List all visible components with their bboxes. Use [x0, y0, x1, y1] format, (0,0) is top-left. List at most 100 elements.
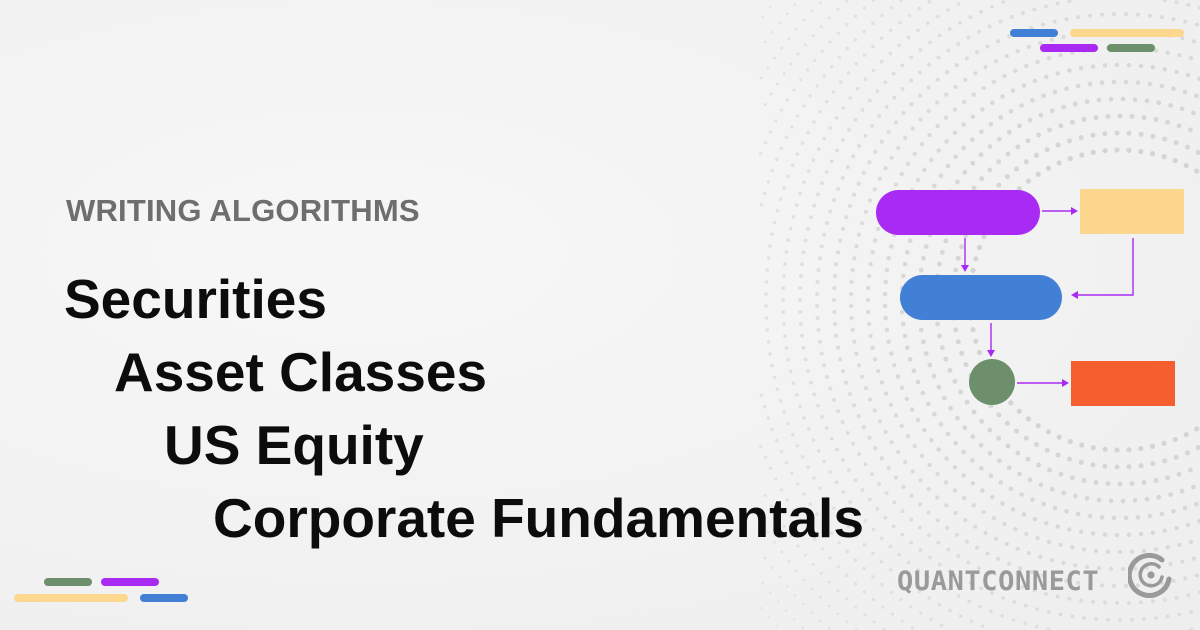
background-dot: [1096, 566, 1102, 571]
background-dot: [883, 391, 889, 396]
background-dot: [915, 177, 921, 183]
background-dot: [759, 393, 764, 397]
background-dot: [936, 148, 941, 153]
background-dot: [1017, 123, 1022, 129]
background-dot: [784, 135, 789, 140]
background-dot: [766, 180, 770, 184]
background-dot: [1087, 81, 1093, 87]
background-dot: [926, 510, 931, 515]
background-dot: [759, 76, 763, 80]
background-dot: [828, 40, 832, 44]
background-dot: [987, 427, 993, 433]
background-dot: [981, 233, 987, 240]
background-dot: [856, 363, 862, 368]
background-dot: [937, 333, 942, 339]
background-dot: [1126, 464, 1132, 470]
background-dot: [1049, 558, 1054, 563]
background-dot: [898, 575, 902, 580]
background-dot: [1023, 435, 1029, 441]
background-dot: [1021, 11, 1025, 15]
background-dot: [954, 532, 959, 537]
background-dot: [889, 590, 894, 594]
background-dot: [987, 144, 993, 150]
background-dot: [875, 89, 880, 94]
background-dot: [1114, 532, 1120, 538]
background-dot: [775, 438, 779, 443]
background-dot: [937, 261, 942, 267]
background-dot: [1182, 89, 1188, 95]
background-dot: [770, 566, 774, 569]
background-dot: [926, 108, 931, 113]
background-dot: [838, 238, 843, 243]
background-dot: [779, 46, 783, 50]
background-dot: [891, 362, 897, 368]
background-dot: [853, 38, 858, 42]
background-dot: [862, 6, 866, 10]
background-dot: [835, 447, 839, 452]
background-dot: [788, 369, 793, 374]
background-dot: [998, 576, 1003, 581]
background-dot: [819, 244, 824, 249]
background-dot: [785, 584, 789, 588]
background-dot: [1067, 68, 1072, 73]
background-dot: [834, 262, 839, 267]
background-dot: [766, 66, 770, 70]
background-dot: [1067, 527, 1072, 532]
background-dot: [1168, 492, 1173, 497]
background-dot: [775, 157, 779, 162]
background-dot: [1081, 547, 1087, 552]
background-dot: [891, 524, 896, 529]
background-dot: [958, 614, 963, 618]
background-dot: [853, 558, 858, 562]
breadcrumb-level-3: US Equity: [164, 414, 424, 476]
background-dot: [958, 389, 964, 395]
background-dot: [849, 291, 854, 297]
background-dot: [955, 255, 961, 261]
background-dot: [849, 279, 854, 285]
background-dot: [1123, 79, 1129, 85]
background-dot: [854, 62, 859, 66]
background-dot: [1014, 428, 1020, 434]
background-dot: [1033, 442, 1040, 448]
brand-wordmark: QUANTCONNECT: [897, 566, 1100, 597]
background-dot: [779, 146, 784, 151]
decor-bar-purple-top: [1040, 44, 1098, 52]
background-dot: [1067, 155, 1073, 162]
background-dot: [848, 500, 853, 504]
background-dot: [1105, 113, 1111, 119]
background-dot: [775, 209, 780, 213]
background-dot: [980, 624, 985, 628]
background-dot: [862, 29, 866, 34]
background-dot: [808, 94, 812, 98]
background-dot: [1082, 616, 1087, 620]
background-dot: [766, 416, 770, 420]
background-dot: [1004, 420, 1010, 426]
background-dot: [1162, 597, 1167, 602]
background-dot: [1135, 514, 1141, 520]
background-dot: [1153, 478, 1159, 483]
background-dot: [1130, 617, 1134, 622]
background-dot: [1067, 596, 1072, 601]
background-dot: [1179, 106, 1185, 112]
background-dot: [785, 98, 790, 102]
background-dot: [962, 495, 967, 501]
background-dot: [798, 404, 803, 409]
background-dot: [888, 244, 894, 249]
background-dot: [1108, 566, 1114, 571]
background-dot: [1102, 446, 1108, 452]
background-dot: [977, 29, 981, 34]
background-dot: [802, 104, 806, 108]
background-dot: [819, 619, 822, 623]
background-dot: [1184, 450, 1190, 456]
background-dot: [863, 133, 868, 138]
background-dot: [1015, 546, 1020, 551]
background-dot: [1144, 98, 1150, 104]
background-dot: [890, 612, 895, 616]
background-dot: [901, 111, 906, 116]
background-dot: [866, 309, 871, 315]
background-dot: [884, 491, 889, 496]
background-dot: [1127, 600, 1131, 605]
background-dot: [947, 27, 952, 31]
background-dot: [1032, 7, 1037, 12]
background-dot: [790, 433, 795, 437]
